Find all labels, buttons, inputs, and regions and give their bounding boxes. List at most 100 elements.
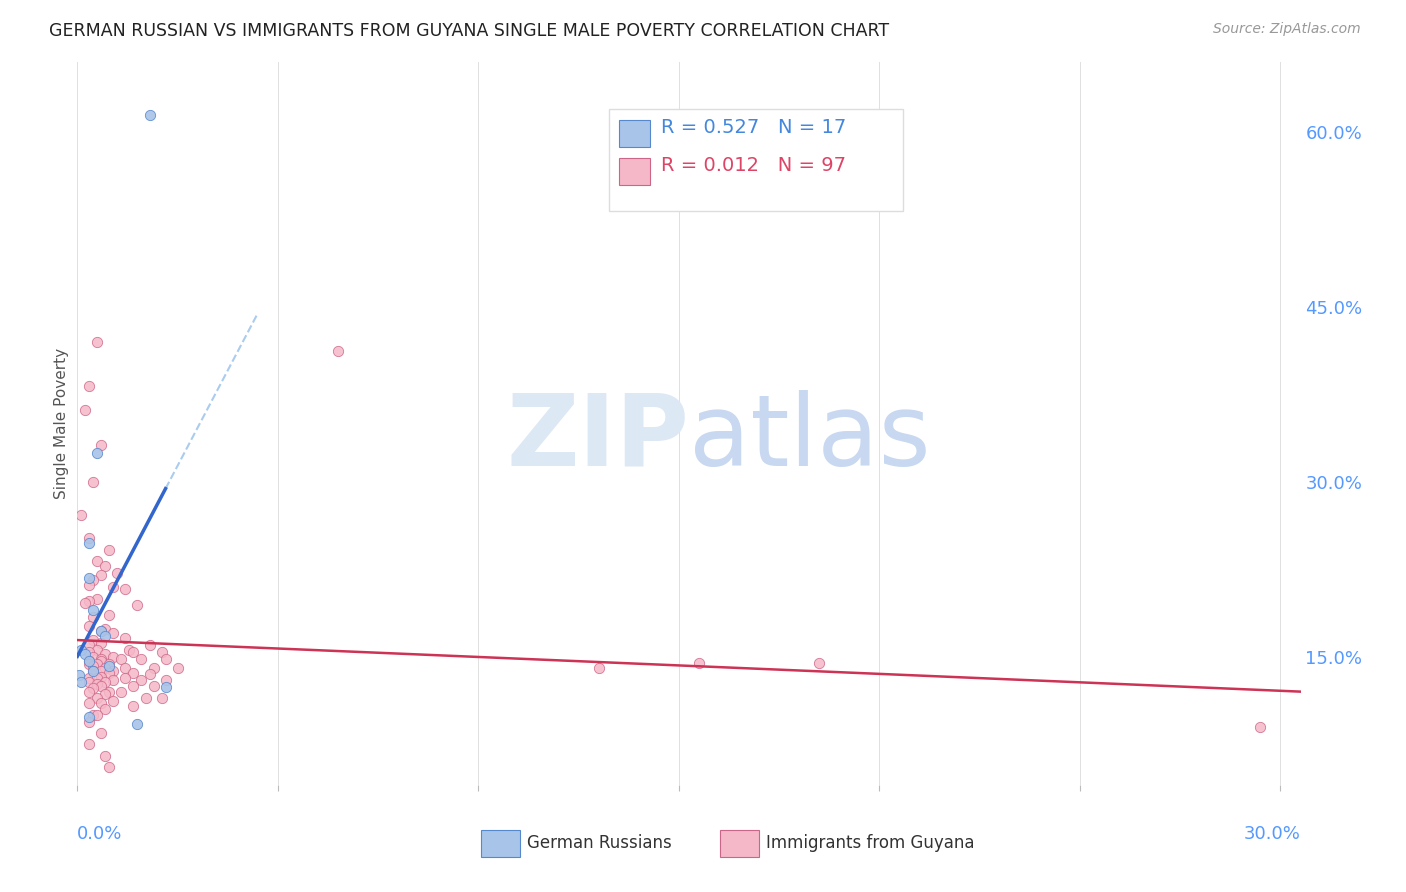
Point (94, 702, 117, 716)
Point (75, 648, 97, 662)
Point (114, 661, 136, 675)
Point (75, 596, 97, 610)
Point (67, 668, 90, 682)
Point (82, 708, 104, 723)
Point (82, 475, 104, 489)
Point (82, 649, 104, 664)
Point (103, 580, 125, 594)
Point (166, 661, 188, 675)
Point (138, 638, 160, 652)
Text: ZIP: ZIP (506, 390, 689, 487)
Text: GERMAN RUSSIAN VS IMMIGRANTS FROM GUYANA SINGLE MALE POVERTY CORRELATION CHART: GERMAN RUSSIAN VS IMMIGRANTS FROM GUYANA… (49, 22, 890, 40)
Point (94, 648, 117, 662)
Point (103, 694, 125, 708)
Point (326, 344, 349, 359)
Point (90, 725, 112, 739)
Point (114, 631, 136, 645)
Point (79, 657, 101, 671)
Point (134, 690, 156, 705)
Point (122, 679, 145, 693)
Point (79, 379, 101, 393)
Point (79, 714, 101, 729)
Point (103, 673, 125, 687)
Point (86, 708, 108, 723)
Point (94, 558, 117, 573)
Point (107, 566, 129, 580)
Point (122, 666, 145, 681)
Point (94, 629, 117, 643)
Point (127, 717, 149, 731)
Point (82, 681, 104, 696)
Text: 30.0%: 30.0% (1244, 825, 1301, 843)
Point (90, 624, 112, 639)
Point (103, 626, 125, 640)
Point (98, 659, 121, 673)
Point (82, 659, 104, 673)
Point (114, 671, 136, 685)
Point (79, 577, 101, 591)
Point (155, 652, 177, 666)
Point (142, 661, 165, 675)
Point (79, 671, 101, 685)
Point (98, 657, 121, 671)
Point (90, 652, 112, 666)
Point (90, 669, 112, 683)
FancyBboxPatch shape (619, 158, 650, 186)
Point (150, 690, 173, 705)
Point (90, 664, 112, 678)
Point (155, 673, 177, 687)
FancyBboxPatch shape (619, 120, 650, 147)
Point (114, 582, 136, 597)
Point (94, 661, 117, 675)
Point (98, 684, 121, 698)
Point (98, 666, 121, 681)
Point (98, 760, 121, 774)
Point (86, 591, 108, 606)
Point (79, 710, 101, 724)
Point (1249, 720, 1271, 734)
Point (86, 690, 108, 705)
Point (110, 652, 132, 666)
Point (90, 636, 112, 650)
Point (86, 642, 108, 657)
Point (75, 402, 97, 417)
Point (122, 645, 145, 659)
Y-axis label: Single Male Poverty: Single Male Poverty (53, 348, 69, 500)
Text: R = 0.012   N = 97: R = 0.012 N = 97 (661, 156, 846, 175)
Point (90, 438, 112, 452)
Point (70, 508, 93, 522)
Point (70, 675, 93, 690)
Point (70, 642, 93, 657)
Point (79, 655, 101, 669)
Point (79, 737, 101, 751)
Point (79, 619, 101, 633)
Point (79, 645, 101, 659)
Point (90, 568, 112, 582)
Point (86, 671, 108, 685)
Point (138, 667, 160, 681)
Point (94, 675, 117, 690)
Text: 0.0%: 0.0% (77, 825, 122, 843)
Point (82, 633, 104, 648)
Point (79, 655, 101, 669)
Point (82, 573, 104, 587)
Point (90, 624, 112, 639)
Point (808, 656, 831, 670)
Point (131, 673, 153, 687)
Point (138, 108, 160, 122)
Point (588, 661, 610, 675)
FancyBboxPatch shape (609, 110, 903, 211)
Point (86, 554, 108, 568)
Point (86, 676, 108, 690)
Point (79, 638, 101, 652)
Point (103, 664, 125, 678)
Point (688, 656, 710, 670)
Point (110, 684, 132, 698)
Point (150, 645, 173, 659)
Point (94, 622, 117, 636)
Point (122, 698, 145, 713)
Point (86, 335, 108, 350)
Point (82, 610, 104, 624)
Point (82, 664, 104, 678)
Point (79, 570, 101, 584)
